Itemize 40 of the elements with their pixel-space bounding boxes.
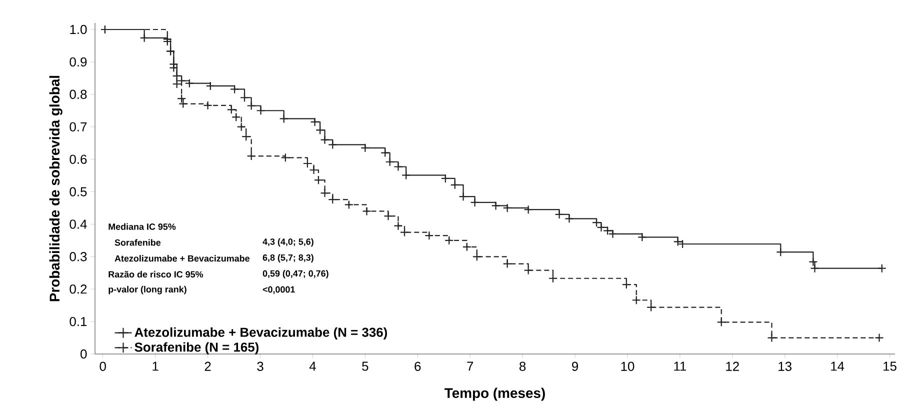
x-tick-label: 10 (621, 362, 634, 371)
x-tick-label: 11 (674, 362, 686, 371)
annotation: 4,3 (4,0; 5,6) (262, 238, 314, 247)
legend-label: Atezolizumabe + Bevacizumabe (N = 336) (134, 327, 387, 340)
y-tick-label: 0 (80, 349, 87, 359)
y-axis-title: Probabilidade de sobrevida global (49, 76, 62, 302)
x-tick-label: 0 (100, 362, 106, 371)
annotation: Mediana IC 95% (108, 223, 176, 230)
x-tick-label: 7 (467, 362, 474, 371)
annotation: 6,8 (5,7; 8,3) (262, 254, 314, 263)
legend-label: Sorafenibe (N = 165) (134, 342, 259, 354)
x-tick-label: 6 (414, 362, 421, 371)
x-tick-label: 1 (152, 362, 158, 371)
y-tick-label: 1.0 (70, 24, 87, 34)
y-tick-label: 0.7 (70, 122, 87, 132)
y-tick-label: 0.2 (70, 284, 87, 294)
x-tick-label: 14 (831, 362, 844, 371)
y-tick-label: 0.4 (70, 220, 87, 229)
y-tick-label: 0.3 (70, 252, 87, 262)
y-tick-label: 0.9 (70, 57, 87, 67)
x-tick-label: 5 (362, 362, 368, 371)
y-tick-label: 0.1 (70, 316, 87, 326)
x-tick-label: 9 (572, 362, 578, 371)
annotation: p-valor (long rank) (108, 286, 186, 294)
y-tick-label: 0.6 (70, 154, 87, 164)
y-tick-label: 0.5 (70, 187, 87, 196)
x-tick-label: 2 (204, 362, 211, 371)
x-tick-label: 12 (726, 362, 739, 371)
x-tick-label: 3 (257, 362, 264, 371)
y-tick-label: 0.8 (70, 90, 87, 99)
x-tick-label: 8 (520, 362, 526, 371)
annotation: 0,59 (0,47; 0,76) (262, 270, 328, 278)
annotation: <0,0001 (262, 286, 295, 294)
annotation: Razão de risco IC 95% (108, 270, 204, 278)
x-axis-title: Tempo (meses) (444, 388, 545, 401)
x-tick-label: 15 (884, 362, 896, 371)
annotation: Atezolizumabe + Bevacizumabe (114, 255, 250, 262)
annotation: Sorafenibe (114, 239, 161, 246)
x-tick-label: 13 (778, 362, 792, 371)
x-tick-label: 4 (309, 362, 316, 371)
